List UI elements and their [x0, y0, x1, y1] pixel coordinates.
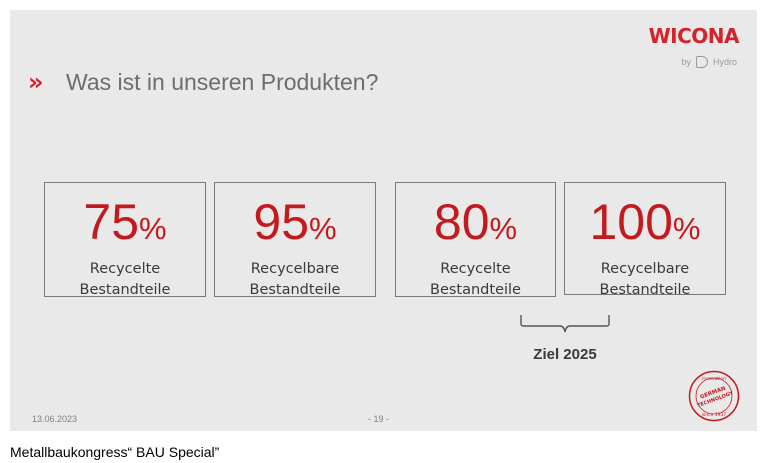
- slide-date: 13.06.2023: [32, 414, 78, 424]
- wicona-logo: WICONA: [648, 24, 740, 48]
- by-hydro-logo: by Hydro: [681, 56, 737, 68]
- german-technology-seal-icon: innovation GERMAN TECHNOLOGY since 1937: [688, 370, 740, 422]
- hydro-icon: [695, 56, 708, 68]
- stat-label: Recycelbare Bestandteile: [599, 261, 691, 298]
- hydro-label: Hydro: [712, 57, 737, 67]
- svg-text:innovation: innovation: [702, 376, 726, 382]
- curly-brace-icon: [520, 315, 610, 333]
- presentation-slide: WICONA by Hydro » Was ist in unseren Pro…: [10, 10, 757, 431]
- stat-label: Recycelbare Bestandteile: [249, 261, 341, 298]
- stat-label: Recycelte Bestandteile: [430, 261, 521, 298]
- stat-value: 75%: [83, 194, 167, 250]
- stat-card-4: 100% Recycelbare Bestandteile: [564, 182, 726, 298]
- goal-label: Ziel 2025: [533, 346, 597, 363]
- slide-title: Was ist in unseren Produkten?: [66, 68, 379, 95]
- stat-card-1: 75% Recycelte Bestandteile: [44, 182, 206, 298]
- svg-text:since 1937: since 1937: [702, 412, 727, 418]
- stat-value: 80%: [433, 194, 518, 250]
- stat-card-3: 80% Recycelte Bestandteile: [395, 182, 556, 298]
- title-row: » Was ist in unseren Produkten?: [28, 68, 378, 96]
- by-label: by: [681, 57, 691, 67]
- stat-value: 95%: [253, 194, 337, 250]
- stat-card-2: 95% Recycelbare Bestandteile: [214, 182, 376, 298]
- double-chevron-icon: »: [28, 68, 44, 96]
- page-number: - 19 -: [368, 414, 390, 424]
- document-caption: Metallbaukongress“ BAU Special”: [10, 444, 220, 460]
- stat-label: Recycelte Bestandteile: [79, 261, 171, 298]
- stat-value: 100%: [589, 194, 701, 250]
